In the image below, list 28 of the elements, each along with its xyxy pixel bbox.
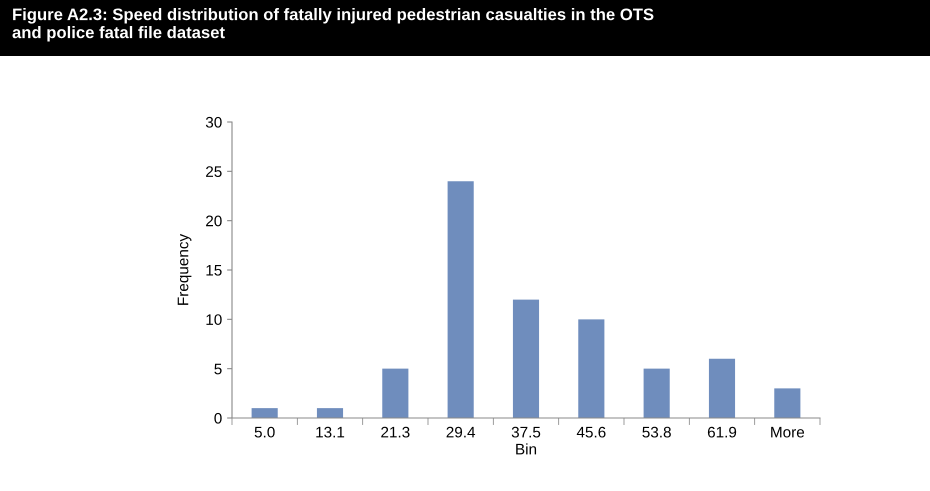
- x-tick-label: 37.5: [512, 426, 540, 438]
- x-tick-label: 61.9: [708, 426, 736, 438]
- bar: [382, 368, 408, 418]
- bar: [316, 408, 344, 418]
- y-tick-label: 30: [206, 116, 222, 128]
- x-tick-label: 21.3: [381, 426, 410, 438]
- y-axis-title: Frequency: [178, 234, 192, 305]
- y-tick-label: 20: [206, 216, 222, 226]
- x-tick-label: 53.8: [642, 426, 671, 438]
- bar: [644, 368, 670, 418]
- x-tick-label: More: [771, 426, 804, 438]
- bar: [774, 388, 800, 418]
- x-tick-label: 29.4: [446, 426, 476, 438]
- y-tick-label: 10: [206, 314, 222, 326]
- x-tick-label: 5.0: [254, 426, 275, 438]
- y-tick-label: 25: [206, 166, 222, 178]
- y-tick-label: 5: [214, 364, 222, 374]
- x-tick-label: 45.6: [576, 426, 606, 438]
- bar: [578, 319, 604, 418]
- bar: [708, 358, 736, 418]
- chart-title: Figure A2.3: Speed distribution of fatally injured pedestrian casualties in the OTS and police fatal file dataset: [12, 8, 654, 42]
- x-tick-label: 13.1: [316, 426, 344, 438]
- bar: [252, 408, 278, 418]
- y-tick-label: 0: [214, 412, 222, 424]
- y-tick-label: 15: [206, 265, 222, 276]
- bar: [448, 181, 474, 418]
- x-axis-title: Bin: [516, 443, 536, 454]
- bar: [512, 300, 540, 418]
